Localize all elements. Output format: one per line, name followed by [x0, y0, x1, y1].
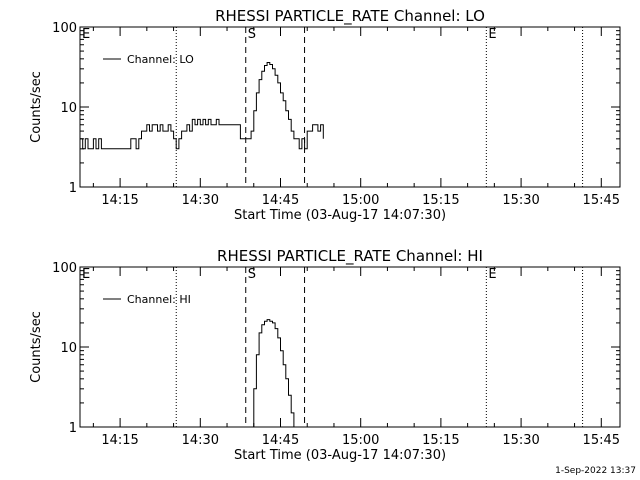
x-tick-label: 15:45: [583, 193, 620, 208]
series-line: [80, 62, 324, 150]
y-tick-label: 1: [69, 181, 77, 196]
x-tick-label: 15:45: [583, 433, 620, 448]
x-axis-label: Start Time (03-Aug-17 14:07:30): [234, 208, 446, 223]
x-tick-label: 14:30: [182, 193, 219, 208]
x-tick-label: 15:15: [422, 433, 459, 448]
x-tick-label: 14:30: [182, 433, 219, 448]
y-tick-label: 100: [52, 261, 77, 276]
marker-label: E: [488, 267, 496, 282]
x-axis-label: Start Time (03-Aug-17 14:07:30): [234, 448, 446, 463]
x-tick-label: 14:15: [101, 193, 138, 208]
chart-panel-2: RHESSI PARTICLE_RATE Channel: HI 1 10 100 14…: [29, 247, 621, 463]
footer-date: 1-Sep-2022 13:37: [555, 466, 636, 476]
legend-label: Channel: LO: [127, 53, 194, 66]
plot-frame: [79, 266, 621, 428]
x-tick-label: 15:30: [502, 433, 539, 448]
chart-title: RHESSI PARTICLE_RATE Channel: HI: [217, 247, 483, 266]
x-tick-label: 15:15: [422, 193, 459, 208]
y-axis-label: Counts/sec: [29, 311, 44, 383]
marker-label: S: [248, 267, 256, 282]
y-tick-label: 1: [69, 421, 77, 436]
marker-label: E: [488, 27, 496, 42]
series-line: [251, 319, 295, 428]
x-tick-label: 14:45: [262, 193, 299, 208]
y-tick-label: 10: [60, 341, 77, 356]
x-tick-label: 15:00: [342, 433, 379, 448]
marker-label: S: [248, 27, 256, 42]
plot-frame: [79, 26, 621, 188]
chart-panel-1: RHESSI PARTICLE_RATE Channel: LO 1 10 100 14…: [29, 7, 621, 223]
marker-label: E: [82, 267, 90, 282]
x-tick-label: 15:30: [502, 193, 539, 208]
y-tick-label: 10: [60, 101, 77, 116]
x-tick-label: 15:00: [342, 193, 379, 208]
marker-label: E: [82, 27, 90, 42]
y-axis-label: Counts/sec: [29, 71, 44, 143]
y-tick-label: 100: [52, 21, 77, 36]
x-tick-label: 14:15: [101, 433, 138, 448]
legend-label: Channel: HI: [127, 293, 191, 306]
x-tick-label: 14:45: [262, 433, 299, 448]
chart-title: RHESSI PARTICLE_RATE Channel: LO: [215, 7, 485, 26]
